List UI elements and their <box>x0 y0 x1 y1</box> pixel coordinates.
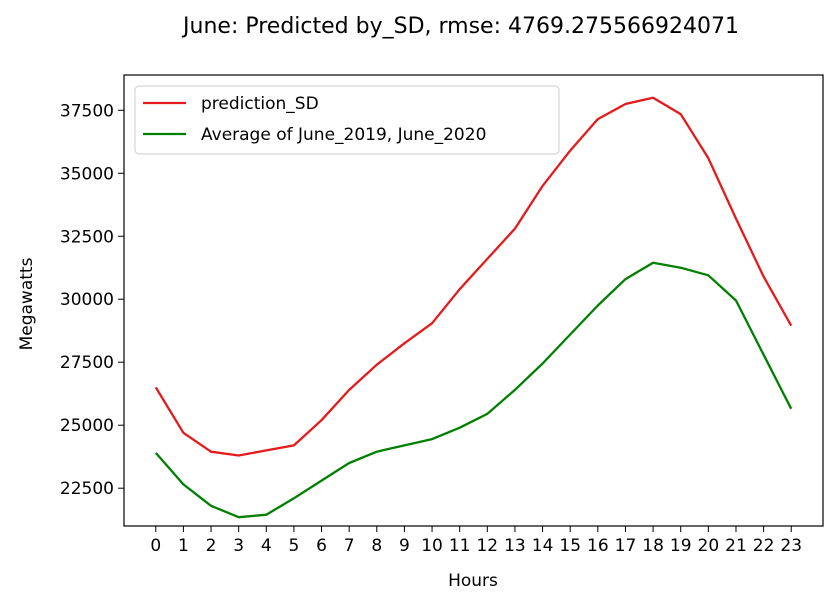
x-tick-label-6: 6 <box>316 536 327 556</box>
legend-label-1: Average of June_2019, June_2020 <box>201 125 486 145</box>
x-tick-label-17: 17 <box>615 536 637 556</box>
x-tick-label-10: 10 <box>421 536 443 556</box>
x-tick-label-3: 3 <box>233 536 244 556</box>
x-tick-label-16: 16 <box>587 536 609 556</box>
axes-frame <box>123 74 824 527</box>
x-tick-label-5: 5 <box>289 536 300 556</box>
legend-box <box>134 85 560 155</box>
series-line-1 <box>154 261 793 519</box>
x-tick-label-9: 9 <box>399 536 410 556</box>
y-axis-label: Megawatts <box>17 257 37 350</box>
x-tick-label-11: 11 <box>449 536 471 556</box>
x-tick-label-18: 18 <box>642 536 664 556</box>
legend: prediction_SD Average of June_2019, June_… <box>134 85 560 155</box>
x-tick-label-8: 8 <box>371 536 382 556</box>
y-tick-label-35000: 35000 <box>60 164 114 184</box>
y-tick-label-25000: 25000 <box>60 416 114 436</box>
y-tick-label-37500: 37500 <box>60 101 114 121</box>
x-tick-label-20: 20 <box>698 536 720 556</box>
x-tick-label-7: 7 <box>344 536 355 556</box>
x-tick-label-4: 4 <box>261 536 272 556</box>
x-tick-label-21: 21 <box>725 536 747 556</box>
chart-title: June: Predicted by_SD, rmse: 4769.275566… <box>181 14 739 39</box>
x-tick-label-15: 15 <box>559 536 581 556</box>
legend-label-0: prediction_SD <box>201 94 319 114</box>
y-tick-label-30000: 30000 <box>60 290 114 310</box>
y-tick-label-27500: 27500 <box>60 353 114 373</box>
x-tick-label-14: 14 <box>532 536 554 556</box>
x-tick-label-1: 1 <box>178 536 189 556</box>
x-tick-label-12: 12 <box>476 536 498 556</box>
x-tick-label-2: 2 <box>206 536 217 556</box>
x-tick-label-19: 19 <box>670 536 692 556</box>
x-tick-label-23: 23 <box>780 536 802 556</box>
x-axis-label: Hours <box>448 571 498 591</box>
series-line-0 <box>154 96 793 457</box>
y-tick-label-22500: 22500 <box>60 479 114 499</box>
x-tick-label-0: 0 <box>150 536 161 556</box>
plot-area: 0 1 2 3 4 5 6 7 8 9 10 11 12 13 14 15 16 17 18 19 20 21 22 2322… <box>60 74 824 556</box>
y-tick-label-32500: 32500 <box>60 227 114 247</box>
x-tick-label-13: 13 <box>504 536 526 556</box>
x-tick-label-22: 22 <box>753 536 775 556</box>
